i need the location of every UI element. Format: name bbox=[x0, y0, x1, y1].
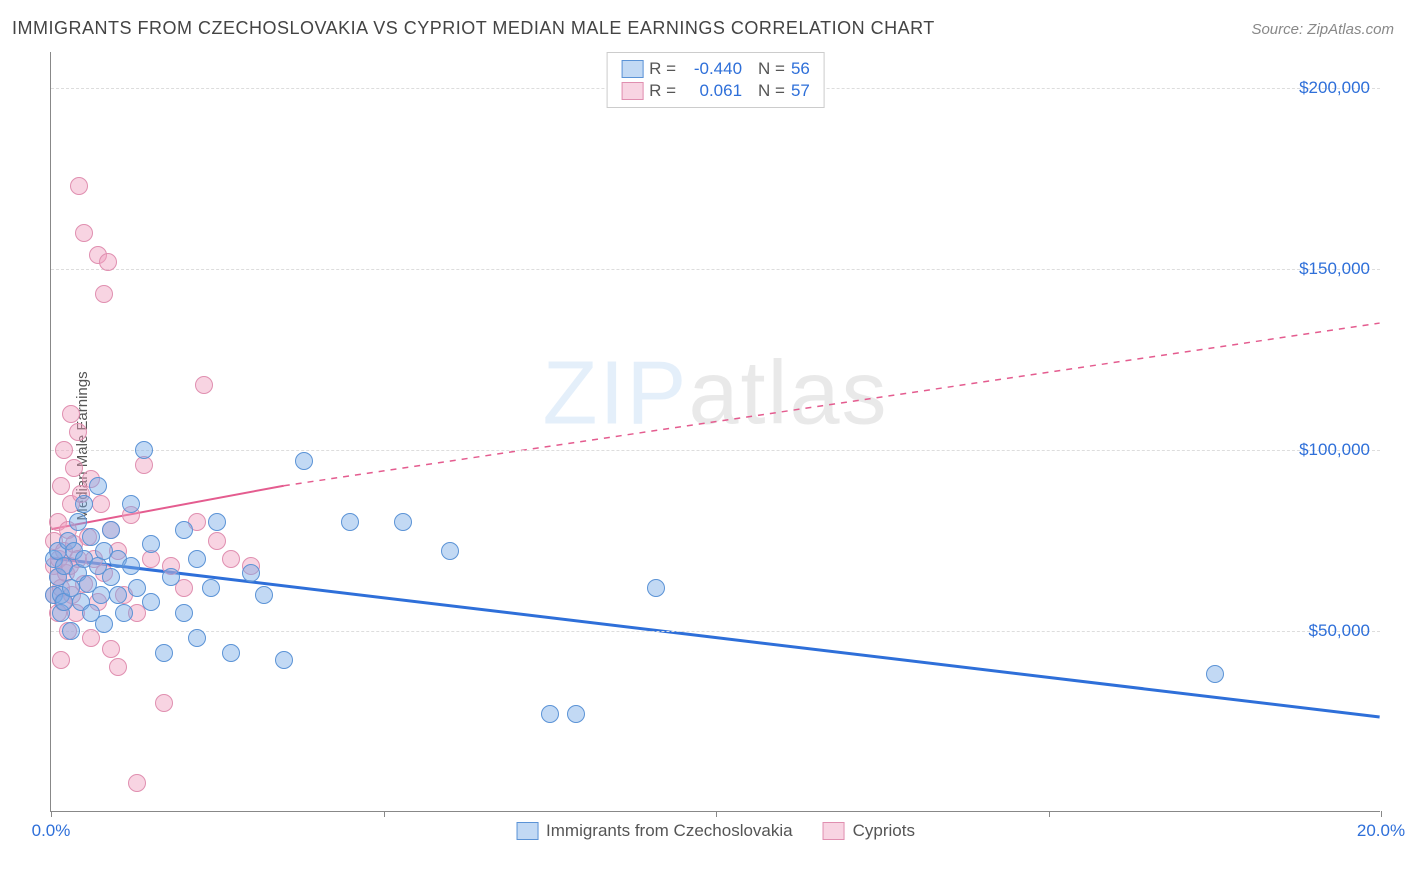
x-tick-label: 20.0% bbox=[1357, 821, 1405, 841]
series-name-b: Cypriots bbox=[853, 821, 915, 841]
data-point bbox=[128, 579, 146, 597]
correlation-legend: R = -0.440 N = 56 R = 0.061 N = 57 bbox=[606, 52, 825, 108]
data-point bbox=[222, 644, 240, 662]
n-label: N = bbox=[758, 59, 785, 79]
data-point bbox=[208, 513, 226, 531]
data-point bbox=[92, 495, 110, 513]
data-point bbox=[188, 629, 206, 647]
r-value-a: -0.440 bbox=[682, 59, 742, 79]
data-point bbox=[142, 535, 160, 553]
swatch-series-b bbox=[823, 822, 845, 840]
data-point bbox=[188, 550, 206, 568]
data-point bbox=[202, 579, 220, 597]
y-tick-label: $50,000 bbox=[1309, 621, 1370, 641]
data-point bbox=[62, 405, 80, 423]
data-point bbox=[222, 550, 240, 568]
data-point bbox=[95, 285, 113, 303]
data-point bbox=[109, 586, 127, 604]
data-point bbox=[70, 177, 88, 195]
data-point bbox=[109, 658, 127, 676]
data-point bbox=[135, 441, 153, 459]
series-name-a: Immigrants from Czechoslovakia bbox=[546, 821, 793, 841]
data-point bbox=[255, 586, 273, 604]
x-tick bbox=[51, 811, 52, 817]
data-point bbox=[541, 705, 559, 723]
data-point bbox=[394, 513, 412, 531]
watermark: ZIPatlas bbox=[542, 342, 888, 445]
chart-header: IMMIGRANTS FROM CZECHOSLOVAKIA VS CYPRIO… bbox=[12, 18, 1394, 39]
watermark-zip: ZIP bbox=[542, 343, 688, 443]
data-point bbox=[175, 604, 193, 622]
chart-source: Source: ZipAtlas.com bbox=[1251, 21, 1394, 38]
gridline-h bbox=[51, 631, 1380, 632]
x-tick bbox=[1381, 811, 1382, 817]
data-point bbox=[75, 224, 93, 242]
legend-item-a: Immigrants from Czechoslovakia bbox=[516, 821, 793, 841]
data-point bbox=[175, 521, 193, 539]
plot-area: ZIPatlas R = -0.440 N = 56 R = 0.061 N =… bbox=[50, 52, 1380, 812]
data-point bbox=[92, 586, 110, 604]
data-point bbox=[55, 441, 73, 459]
data-point bbox=[155, 644, 173, 662]
data-point bbox=[122, 495, 140, 513]
data-point bbox=[242, 564, 260, 582]
trend-lines bbox=[51, 52, 1380, 811]
legend-row-series-b: R = 0.061 N = 57 bbox=[621, 81, 810, 101]
swatch-series-b bbox=[621, 82, 643, 100]
data-point bbox=[52, 477, 70, 495]
n-label: N = bbox=[758, 81, 785, 101]
data-point bbox=[122, 557, 140, 575]
legend-row-series-a: R = -0.440 N = 56 bbox=[621, 59, 810, 79]
n-value-a: 56 bbox=[791, 59, 810, 79]
r-label: R = bbox=[649, 59, 676, 79]
legend-item-b: Cypriots bbox=[823, 821, 915, 841]
data-point bbox=[69, 513, 87, 531]
data-point bbox=[295, 452, 313, 470]
swatch-series-a bbox=[621, 60, 643, 78]
data-point bbox=[65, 459, 83, 477]
data-point bbox=[69, 423, 87, 441]
data-point bbox=[208, 532, 226, 550]
data-point bbox=[647, 579, 665, 597]
data-point bbox=[75, 495, 93, 513]
data-point bbox=[95, 615, 113, 633]
gridline-h bbox=[51, 450, 1380, 451]
data-point bbox=[275, 651, 293, 669]
data-point bbox=[62, 622, 80, 640]
r-value-b: 0.061 bbox=[682, 81, 742, 101]
watermark-atlas: atlas bbox=[688, 343, 888, 443]
data-point bbox=[89, 477, 107, 495]
data-point bbox=[341, 513, 359, 531]
data-point bbox=[1206, 665, 1224, 683]
x-tick bbox=[716, 811, 717, 817]
data-point bbox=[102, 521, 120, 539]
n-value-b: 57 bbox=[791, 81, 810, 101]
data-point bbox=[82, 528, 100, 546]
data-point bbox=[142, 593, 160, 611]
x-tick bbox=[384, 811, 385, 817]
data-point bbox=[128, 774, 146, 792]
data-point bbox=[195, 376, 213, 394]
series-legend: Immigrants from Czechoslovakia Cypriots bbox=[516, 821, 915, 841]
data-point bbox=[52, 651, 70, 669]
y-tick-label: $100,000 bbox=[1299, 440, 1370, 460]
data-point bbox=[155, 694, 173, 712]
data-point bbox=[115, 604, 133, 622]
data-point bbox=[102, 568, 120, 586]
chart-title: IMMIGRANTS FROM CZECHOSLOVAKIA VS CYPRIO… bbox=[12, 18, 935, 39]
data-point bbox=[99, 253, 117, 271]
data-point bbox=[162, 568, 180, 586]
x-tick bbox=[1049, 811, 1050, 817]
swatch-series-a bbox=[516, 822, 538, 840]
y-tick-label: $200,000 bbox=[1299, 78, 1370, 98]
data-point bbox=[567, 705, 585, 723]
data-point bbox=[82, 629, 100, 647]
data-point bbox=[441, 542, 459, 560]
y-tick-label: $150,000 bbox=[1299, 259, 1370, 279]
data-point bbox=[102, 640, 120, 658]
r-label: R = bbox=[649, 81, 676, 101]
gridline-h bbox=[51, 269, 1380, 270]
x-tick-label: 0.0% bbox=[32, 821, 71, 841]
